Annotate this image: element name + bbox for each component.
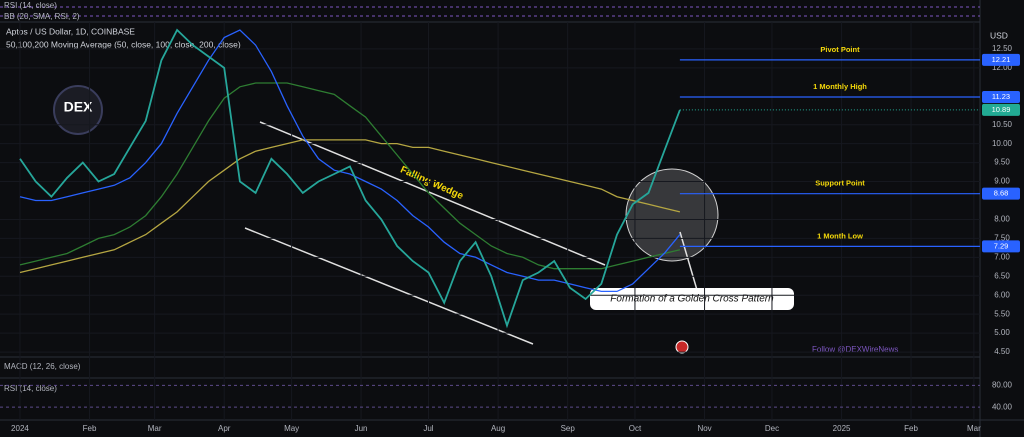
level-tag	[982, 53, 1020, 66]
moving-average	[19, 29, 681, 293]
level-label: Pivot Point	[820, 45, 860, 54]
x-tick-label: Aug	[491, 424, 505, 433]
chart-title: Aptos / US Dollar, 1D, COINBASE	[6, 26, 135, 36]
y-tick-label: 6.50	[994, 271, 1010, 280]
x-tick-label: May	[284, 424, 299, 433]
level-tag	[982, 91, 1020, 104]
moving-average	[19, 82, 681, 270]
moving-average	[19, 139, 681, 274]
x-tick-label: Mar	[967, 424, 981, 433]
x-tick-label: Nov	[697, 424, 711, 433]
level-tag-text: 12.21	[992, 55, 1011, 64]
y-tick-label: 9.50	[994, 158, 1010, 167]
level-label: 1 Month Low	[817, 231, 863, 240]
rsi-tick-label: 80.00	[992, 381, 1013, 390]
y-tick-label: 6.00	[994, 290, 1010, 299]
y-tick-label: 5.00	[994, 328, 1010, 337]
y-tick-label: 12.50	[992, 44, 1013, 53]
level-tag-text: 11.23	[992, 92, 1010, 101]
x-tick-label: Dec	[765, 424, 779, 433]
indicator-label: RSI (14, close)	[4, 384, 57, 393]
level-label: Support Point	[815, 179, 865, 188]
y-tick-label: 9.00	[994, 177, 1010, 186]
flag-icon	[675, 340, 689, 354]
callout-text: Formation of a Golden Cross Pattern	[610, 294, 774, 305]
y-tick-label: 12.00	[992, 63, 1013, 72]
level-label: 1 Monthly High	[813, 82, 867, 91]
y-tick-label: 10.00	[992, 139, 1013, 148]
level-tag	[982, 240, 1020, 253]
price-line	[19, 28, 681, 329]
last-price-text: 10.89	[992, 105, 1011, 114]
y-tick-label: 7.00	[994, 252, 1010, 261]
x-tick-label: 2025	[833, 424, 851, 433]
x-tick-label: Feb	[904, 424, 918, 433]
y-tick-label: 7.50	[994, 233, 1010, 242]
logo: DEX	[64, 99, 93, 115]
callout-box	[590, 288, 794, 310]
level-tag-text: 7.29	[994, 241, 1009, 250]
wedge-line	[244, 227, 534, 345]
callout-arrow	[679, 231, 698, 291]
y-tick-label: 4.50	[994, 347, 1010, 356]
rsi-tick-label: 40.00	[992, 402, 1013, 411]
level-tag-text: 8.68	[994, 189, 1009, 198]
indicator-label: MACD (12, 26, close)	[4, 362, 81, 371]
level-tag	[982, 187, 1020, 200]
follow-text: Follow @DEXWireNews	[812, 345, 898, 354]
y-tick-label: 8.00	[994, 215, 1010, 224]
x-tick-label: Apr	[218, 424, 231, 433]
indicator-label: BB (20, SMA, RSI, 2)	[4, 12, 80, 21]
x-tick-label: Oct	[629, 424, 642, 433]
x-tick-label: Feb	[83, 424, 97, 433]
chart-subtitle: 50,100,200 Moving Average (50, close, 10…	[6, 39, 241, 49]
x-tick-label: Sep	[561, 424, 576, 433]
y-tick-label: 10.50	[992, 120, 1013, 129]
x-tick-label: Jul	[423, 424, 433, 433]
x-tick-label: Mar	[148, 424, 162, 433]
currency: USD	[990, 30, 1008, 40]
x-tick-label: Jun	[355, 424, 368, 433]
wedge-line	[259, 121, 606, 266]
x-tick-label: 2024	[11, 424, 29, 433]
indicator-label: RSI (14, close)	[4, 1, 57, 10]
last-price-tag	[982, 103, 1020, 116]
y-tick-label: 5.50	[994, 309, 1010, 318]
